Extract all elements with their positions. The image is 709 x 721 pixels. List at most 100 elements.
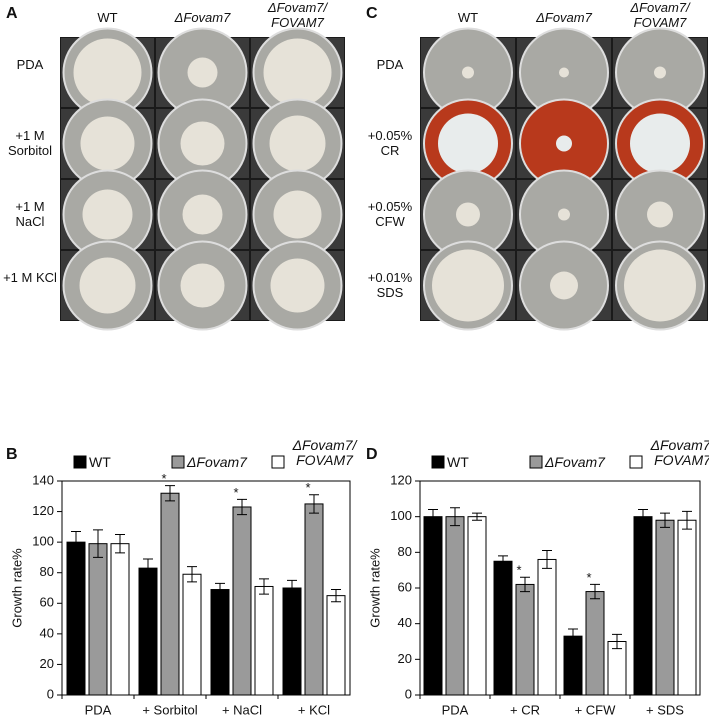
legend-label: ΔFovam7/ FOVAM7 — [292, 437, 357, 468]
error-bar — [542, 550, 552, 569]
colony — [269, 115, 326, 172]
significance-marker: * — [586, 570, 591, 585]
y-tick-label: 100 — [32, 534, 54, 549]
row-label: +1 M KCl — [3, 269, 57, 285]
colony — [273, 190, 322, 239]
legend-label: ΔFovam7 — [187, 454, 247, 470]
row-label: +0.05% CR — [367, 127, 413, 158]
colony — [630, 113, 690, 174]
significance-marker: * — [516, 563, 521, 578]
colony — [647, 201, 673, 228]
colony — [82, 189, 133, 240]
panel-letter: D — [366, 446, 378, 463]
y-tick-label: 60 — [398, 579, 412, 594]
colony — [182, 194, 223, 235]
column-header: ΔFovam7 — [174, 10, 231, 25]
error-bar — [287, 579, 297, 597]
column-header: WT — [457, 10, 479, 25]
y-tick-label: 80 — [40, 564, 54, 579]
colony — [180, 263, 225, 308]
colony — [654, 66, 666, 79]
column-header: ΔFovam7/ FOVAM7 — [630, 0, 690, 30]
error-bar — [450, 507, 460, 527]
y-tick-label: 20 — [40, 656, 54, 671]
x-tick-label: PDA — [442, 702, 469, 717]
column-header: WT — [97, 10, 118, 25]
x-tick-label: + Sorbitol — [142, 702, 197, 717]
error-bar — [331, 589, 341, 603]
y-tick-label: 80 — [398, 544, 412, 559]
bar — [493, 560, 513, 696]
colony — [180, 121, 225, 166]
bar — [138, 567, 158, 696]
colony — [556, 135, 572, 152]
y-tick-label: 0 — [47, 686, 54, 701]
error-bar — [115, 534, 125, 554]
colony — [550, 271, 578, 300]
error-bar — [71, 530, 81, 554]
bar — [585, 591, 605, 696]
colony — [263, 38, 332, 107]
error-bar — [638, 509, 648, 525]
bar — [423, 516, 443, 696]
bar — [254, 585, 274, 696]
colony — [79, 257, 136, 314]
legend-label: ΔFovam7/ FOVAM7 — [650, 437, 709, 468]
panel-letter: C — [366, 5, 378, 22]
colony — [438, 113, 498, 174]
x-tick-label: + NaCl — [222, 702, 262, 717]
column-header: ΔFovam7 — [536, 10, 592, 25]
error-bar — [472, 512, 482, 521]
legend-swatch — [171, 455, 185, 469]
colony — [624, 249, 696, 322]
error-bar — [520, 576, 530, 593]
bar — [326, 595, 346, 696]
panel-letter: B — [6, 446, 18, 463]
x-tick-label: + CFW — [575, 702, 617, 717]
error-bar — [612, 633, 622, 650]
legend-swatch — [73, 455, 87, 469]
error-bar — [187, 566, 197, 583]
error-bar — [568, 628, 578, 644]
error-bar — [660, 512, 670, 528]
row-label: +1 M NaCl — [15, 198, 45, 229]
significance-marker: * — [305, 480, 310, 495]
legend-label: WT — [447, 454, 469, 470]
y-tick-label: 0 — [405, 686, 412, 701]
error-bar — [237, 498, 247, 516]
colony — [432, 249, 504, 322]
significance-marker: * — [161, 471, 166, 486]
bar — [182, 573, 202, 696]
x-tick-label: PDA — [85, 702, 112, 717]
bar — [607, 641, 627, 696]
x-tick-label: + SDS — [646, 702, 684, 717]
bar — [66, 541, 86, 696]
colony — [456, 202, 480, 227]
error-bar — [143, 558, 153, 578]
bar — [110, 543, 130, 696]
y-axis-title: Growth rate% — [367, 548, 382, 628]
legend-label: ΔFovam7 — [545, 454, 605, 470]
row-label: PDA — [16, 56, 44, 72]
colony — [270, 258, 325, 313]
row-label: +0.05% CFW — [367, 198, 413, 229]
error-bar — [682, 510, 692, 530]
error-bar — [590, 583, 600, 600]
row-label: +0.01% SDS — [367, 269, 413, 300]
legend-label: WT — [89, 454, 111, 470]
error-bar — [498, 555, 508, 568]
x-tick-label: + KCl — [298, 702, 330, 717]
bar — [88, 543, 108, 696]
bar — [677, 519, 697, 696]
bar — [515, 583, 535, 696]
error-bar — [309, 494, 319, 514]
y-tick-label: 60 — [40, 595, 54, 610]
x-tick-label: + CR — [510, 702, 540, 717]
y-tick-label: 40 — [40, 625, 54, 640]
error-bar — [428, 509, 438, 525]
colony — [73, 38, 142, 107]
y-axis-title: Growth rate% — [9, 548, 24, 628]
bar — [160, 492, 180, 696]
bar — [563, 635, 583, 696]
